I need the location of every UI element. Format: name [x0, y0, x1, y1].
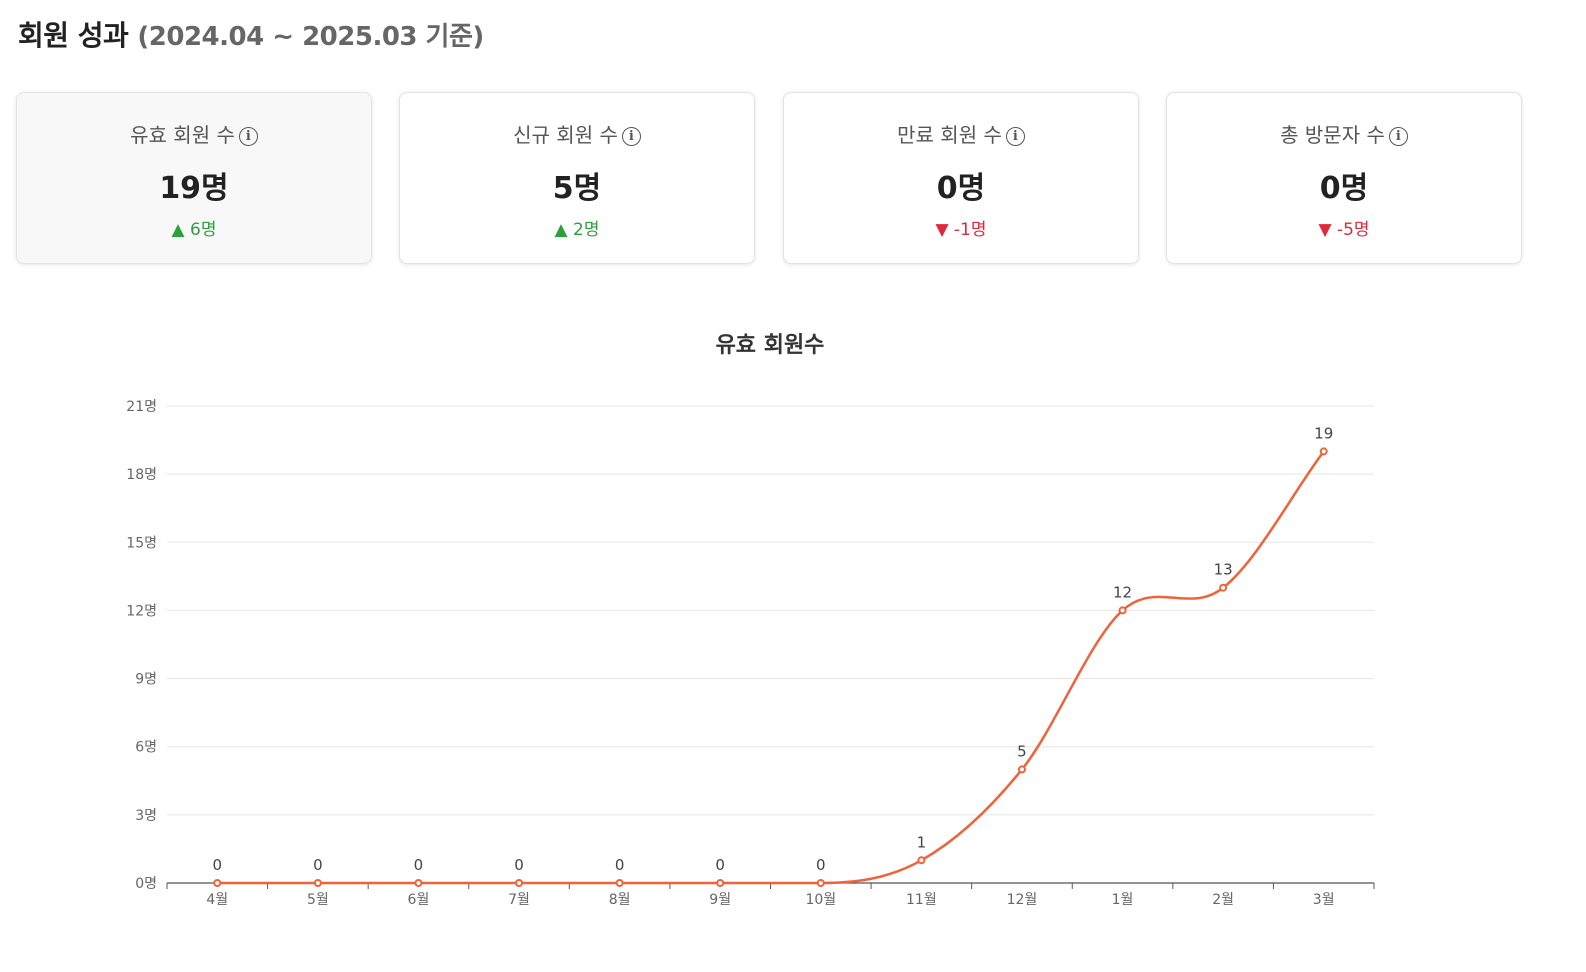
series-line	[217, 450, 1325, 885]
x-tick-label: 10월	[805, 892, 836, 908]
series-line-path	[217, 450, 1325, 885]
data-label: 0	[414, 856, 424, 874]
card-label: 유효 회원 수	[130, 123, 235, 147]
card-label: 총 방문자 수	[1280, 123, 1385, 147]
data-point	[615, 879, 624, 887]
chart-grid	[167, 405, 1374, 816]
page-title: 회원 성과	[18, 19, 129, 52]
x-axis: 4월 5월 6월 7월 8월 9월 10월 11월 12월 1월 2월 3월	[166, 882, 1375, 908]
card-delta: ▼ -5명	[1318, 220, 1370, 240]
x-tick-label: 6월	[408, 892, 430, 908]
card-value: 0명	[936, 171, 986, 206]
card-value: 19명	[159, 171, 229, 206]
y-tick-label: 0명	[135, 876, 157, 892]
x-tick-label: 9월	[709, 892, 731, 908]
data-point	[313, 879, 322, 887]
info-icon[interactable]: i	[1388, 127, 1408, 146]
card-delta: ▼ -1명	[935, 220, 987, 240]
data-label: 0	[213, 856, 223, 874]
data-point	[1319, 447, 1328, 456]
x-tick-label: 4월	[206, 892, 228, 908]
data-point	[515, 879, 524, 887]
info-icon[interactable]: i	[621, 127, 641, 146]
data-label: 0	[816, 856, 826, 874]
y-tick-label: 15명	[126, 535, 157, 551]
chart-title: 유효 회원수	[716, 333, 825, 358]
y-tick-label: 9명	[135, 672, 157, 688]
data-label: 1	[917, 833, 927, 851]
data-label: 13	[1214, 561, 1233, 579]
x-tick-label: 7월	[508, 892, 530, 908]
data-point	[816, 879, 825, 887]
info-icon[interactable]: i	[238, 127, 258, 146]
page-period: (2024.04 ~ 2025.03 기준)	[137, 22, 484, 52]
data-point	[414, 879, 423, 887]
data-label: 0	[514, 856, 524, 874]
x-tick-label: 11월	[906, 892, 937, 908]
y-axis: 0명 3명 6명 9명 12명 15명 18명 21명	[126, 399, 157, 892]
card-value: 0명	[1319, 171, 1369, 206]
x-tick-label: 3월	[1313, 892, 1335, 908]
info-icon[interactable]: i	[1005, 127, 1025, 146]
y-tick-label: 12명	[126, 603, 157, 619]
data-labels: 0 0 0 0 0 0 0 1 5 12 13 19	[213, 424, 1334, 874]
data-point	[716, 879, 725, 887]
x-tick-label: 8월	[609, 892, 631, 908]
data-label: 19	[1314, 424, 1333, 442]
x-tick-label: 5월	[307, 892, 329, 908]
y-tick-label: 18명	[126, 467, 157, 483]
data-label: 0	[715, 856, 725, 874]
data-point	[213, 879, 222, 887]
data-label: 0	[615, 856, 625, 874]
data-point	[1017, 765, 1026, 774]
data-point	[917, 856, 926, 865]
y-tick-label: 6명	[135, 740, 157, 756]
series-points	[213, 447, 1328, 887]
card-label: 신규 회원 수	[513, 123, 618, 147]
data-label: 12	[1113, 583, 1132, 601]
x-tick-label: 2월	[1212, 892, 1234, 908]
data-point	[1118, 606, 1127, 615]
card-delta: ▲ 6명	[171, 220, 217, 240]
data-point	[1219, 583, 1228, 592]
card-label: 만료 회원 수	[897, 123, 1002, 147]
y-tick-label: 21명	[126, 399, 157, 415]
card-value: 5명	[552, 171, 602, 206]
page-header: 회원 성과 (2024.04 ~ 2025.03 기준)	[18, 14, 484, 54]
data-label: 5	[1017, 742, 1027, 760]
y-tick-label: 3명	[135, 808, 157, 824]
x-tick-label: 12월	[1007, 892, 1038, 908]
card-delta: ▲ 2명	[554, 220, 600, 240]
x-tick-label: 1월	[1112, 892, 1134, 908]
data-label: 0	[313, 856, 323, 874]
line-chart: 유효 회원수 0명 3명 6명 9명 12명 15명 18명 21명 4월 5월 6월 7월 8월 9월…	[126, 333, 1375, 908]
